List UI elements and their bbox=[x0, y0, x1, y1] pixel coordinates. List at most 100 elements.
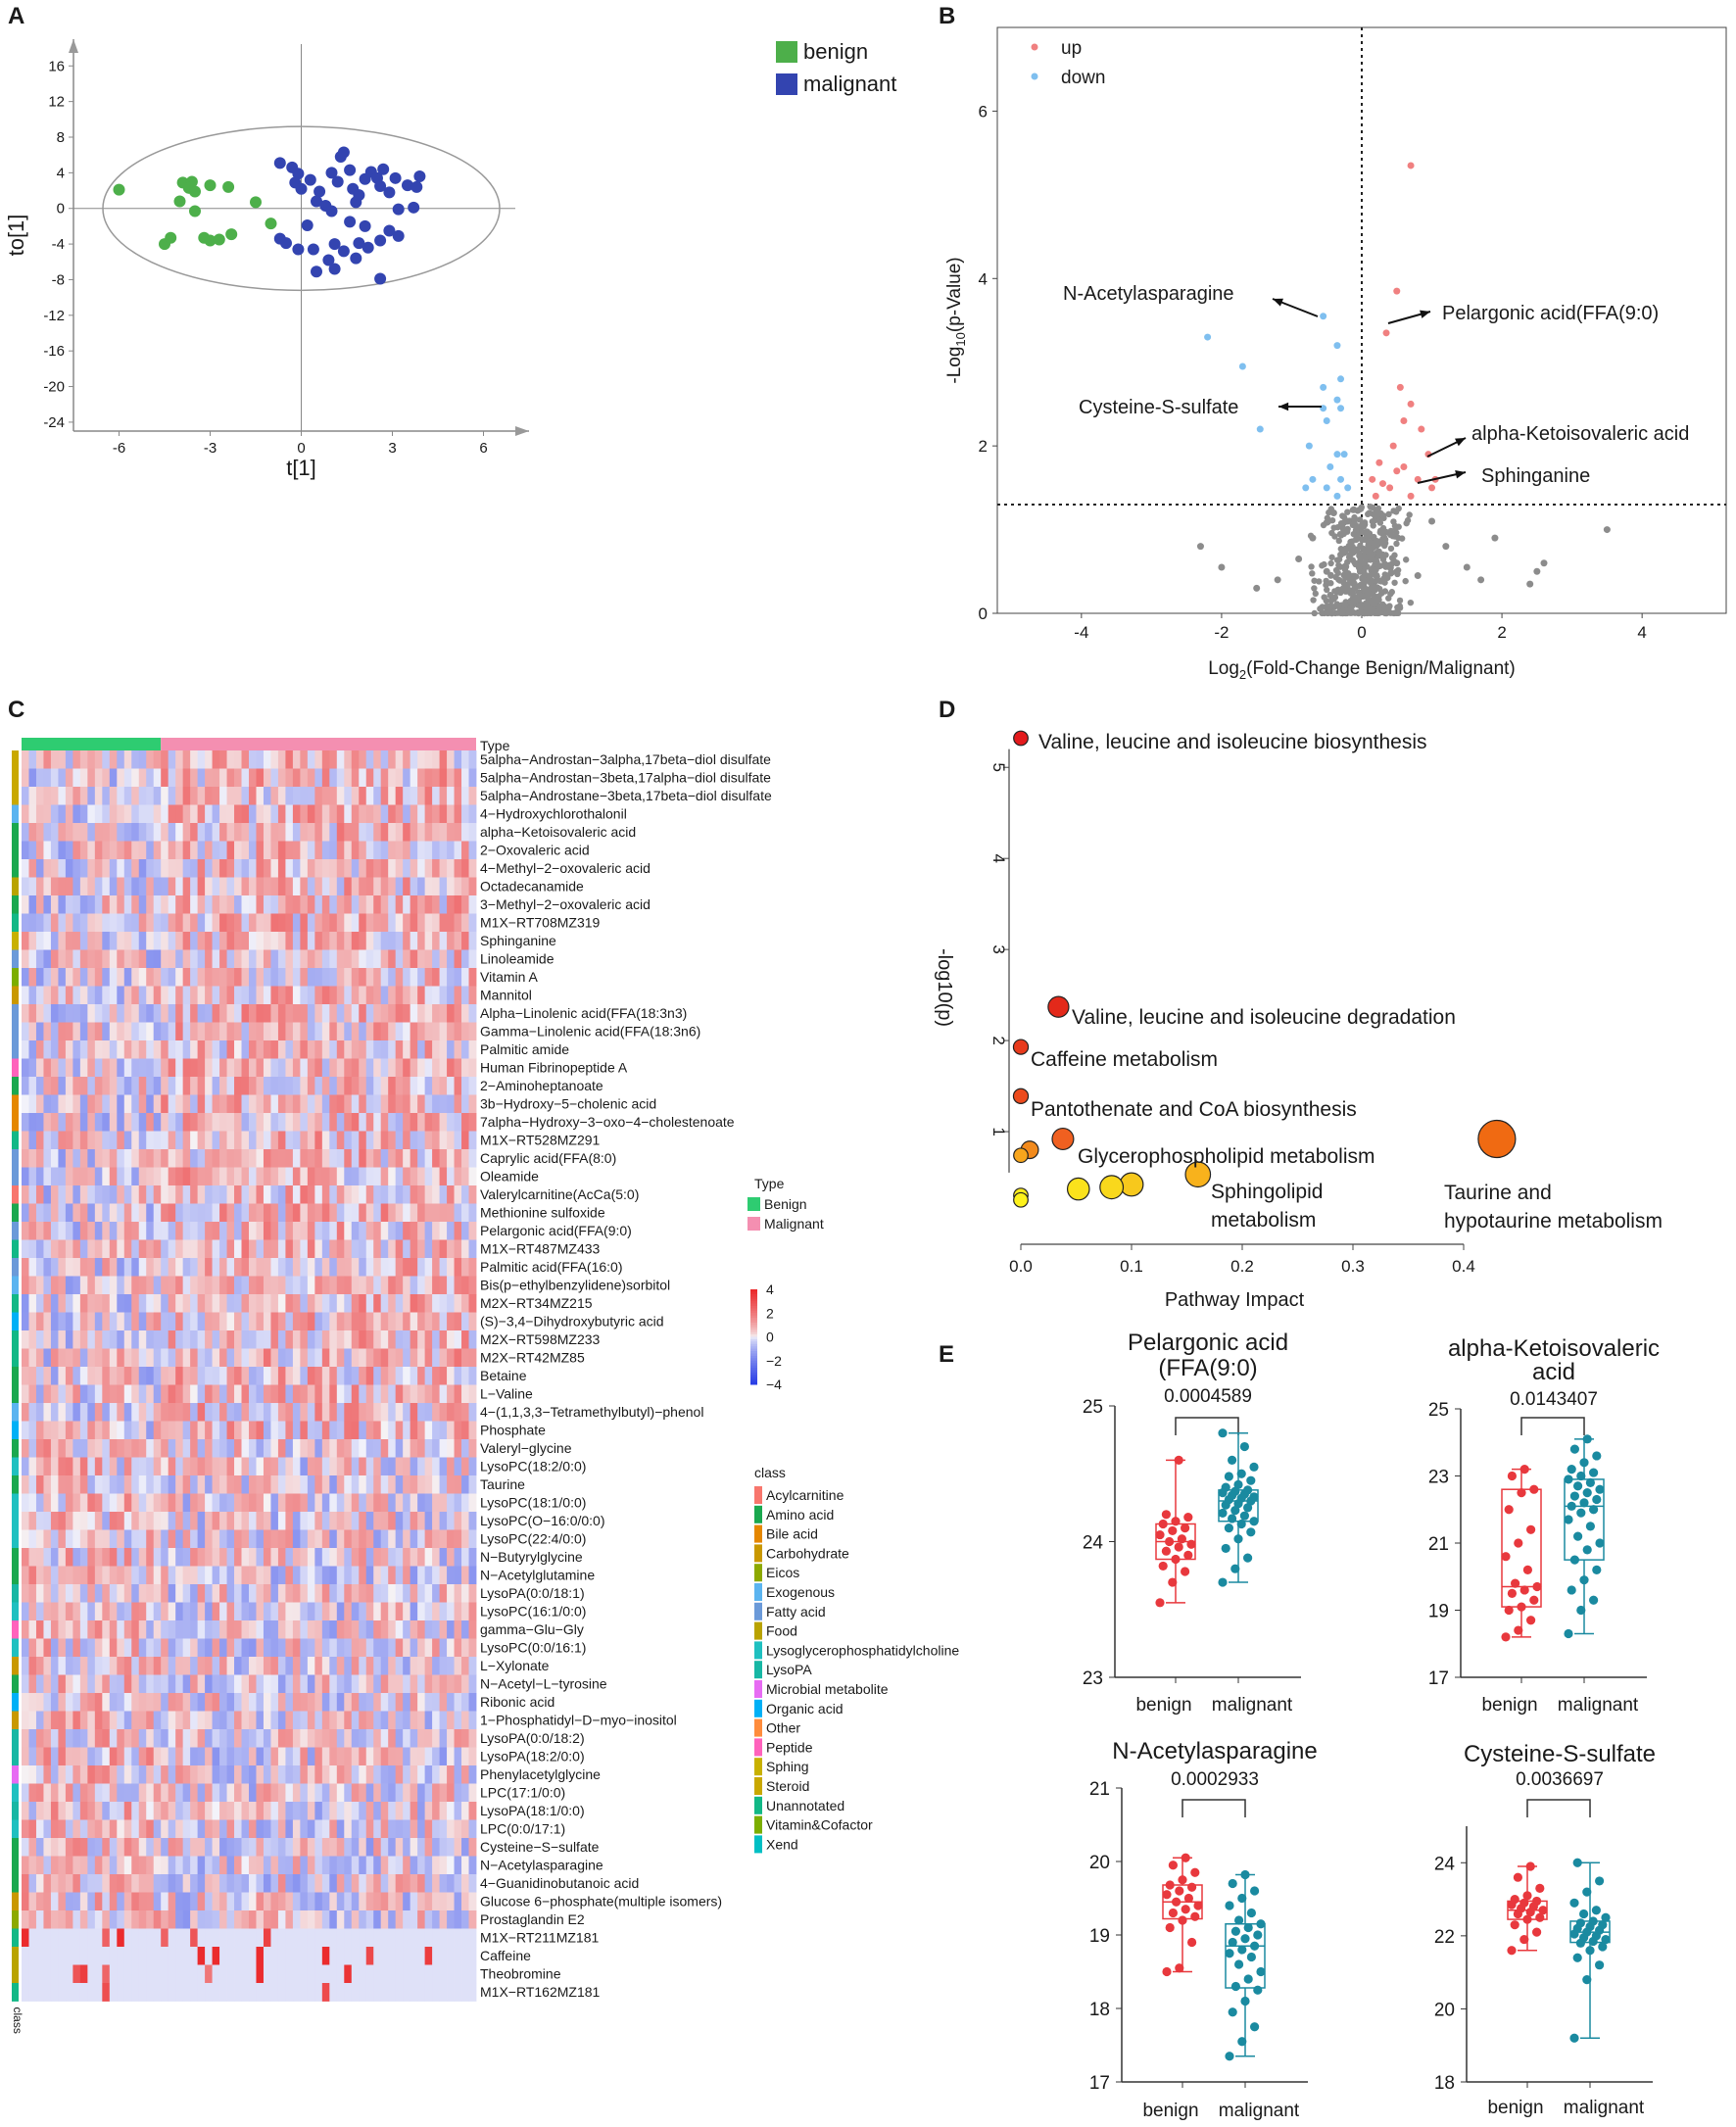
heatmap-cell bbox=[102, 1077, 111, 1095]
heatmap-cell bbox=[146, 1239, 155, 1259]
heatmap-cell bbox=[168, 1457, 176, 1476]
heatmap-cell bbox=[58, 823, 67, 842]
row-label: 4−Methyl−2−oxovaleric acid bbox=[480, 860, 651, 876]
annotation-n-acetylasparagine-arrow-head bbox=[1273, 298, 1283, 307]
heatmap-cell bbox=[117, 1040, 125, 1059]
heatmap-cell bbox=[432, 1512, 440, 1530]
heatmap-cell bbox=[50, 913, 59, 933]
heatmap-cell bbox=[468, 1765, 477, 1784]
heatmap-cell bbox=[182, 949, 191, 969]
ns-point bbox=[1331, 588, 1338, 595]
heatmap-cell bbox=[424, 1149, 433, 1168]
heatmap-cell bbox=[256, 1203, 265, 1223]
heatmap-cell bbox=[87, 841, 96, 860]
heatmap-cell bbox=[373, 1548, 382, 1567]
volcano-point-up bbox=[1400, 417, 1408, 425]
heatmap-cell bbox=[197, 1874, 206, 1893]
row-label: Betaine bbox=[480, 1368, 527, 1383]
heatmap-cell bbox=[461, 1566, 469, 1585]
heatmap-cell bbox=[270, 1638, 279, 1658]
heatmap-cell bbox=[153, 1131, 162, 1150]
heatmap-cell bbox=[256, 1493, 265, 1513]
heatmap-cell bbox=[234, 823, 242, 842]
heatmap-cell bbox=[50, 1149, 59, 1168]
heatmap-cell bbox=[432, 1131, 440, 1150]
heatmap-cell bbox=[300, 1783, 309, 1803]
heatmap-cell bbox=[131, 1819, 140, 1839]
heatmap-cell bbox=[432, 841, 440, 860]
heatmap-cell bbox=[102, 1674, 111, 1694]
heatmap-cell bbox=[388, 1058, 397, 1078]
heatmap-cell bbox=[307, 768, 315, 788]
heatmap-cell bbox=[226, 1910, 235, 1929]
heatmap-cell bbox=[87, 1258, 96, 1277]
heatmap-cell bbox=[256, 750, 265, 769]
y-tick-label: 0 bbox=[57, 201, 65, 218]
heatmap-cell bbox=[329, 1004, 338, 1023]
heatmap-cell bbox=[403, 1421, 411, 1440]
heatmap-cell bbox=[410, 895, 418, 914]
heatmap-cell bbox=[359, 1693, 367, 1712]
heatmap-cell bbox=[395, 1475, 404, 1494]
heatmap-cell bbox=[410, 750, 418, 769]
heatmap-cell bbox=[285, 1602, 294, 1621]
heatmap-cell bbox=[292, 1330, 301, 1349]
heatmap-cell bbox=[168, 1330, 176, 1349]
heatmap-cell bbox=[87, 986, 96, 1005]
heatmap-cell bbox=[212, 913, 220, 933]
heatmap-cell bbox=[300, 1765, 309, 1784]
heatmap-cell bbox=[314, 1312, 323, 1331]
heatmap-cell bbox=[138, 841, 147, 860]
heatmap-cell bbox=[234, 1910, 242, 1929]
heatmap-cell bbox=[270, 859, 279, 878]
heatmap-cell bbox=[79, 1004, 88, 1023]
heatmap-cell bbox=[249, 895, 257, 914]
heatmap-cell bbox=[285, 1149, 294, 1168]
heatmap-cell bbox=[468, 1512, 477, 1530]
heatmap-cell bbox=[461, 1674, 469, 1694]
heatmap-cell bbox=[417, 1022, 426, 1041]
heatmap-cell bbox=[468, 877, 477, 896]
heatmap-cell bbox=[365, 949, 374, 969]
heatmap-cell bbox=[168, 949, 176, 969]
heatmap-cell bbox=[234, 1566, 242, 1585]
heatmap-cell bbox=[109, 1856, 118, 1875]
heatmap-cell bbox=[403, 1512, 411, 1530]
score-point-benign bbox=[222, 180, 235, 193]
heatmap-cell bbox=[109, 1222, 118, 1240]
row-class-marker bbox=[12, 841, 19, 860]
heatmap-cell bbox=[329, 1711, 338, 1730]
heatmap-cell bbox=[182, 1838, 191, 1857]
heatmap-cell bbox=[277, 913, 286, 933]
heatmap-cell bbox=[395, 895, 404, 914]
heatmap-cell bbox=[153, 1185, 162, 1204]
heatmap-cell bbox=[43, 1457, 52, 1476]
heatmap-cell bbox=[109, 1312, 118, 1331]
heatmap-cell bbox=[300, 1512, 309, 1530]
panel-a-opls-da-plot: -6 -3 0 3 61612840-4-8-12-16-20-24t[1]to[1]b… bbox=[4, 39, 896, 480]
heatmap-cell bbox=[205, 1348, 213, 1368]
heatmap-cell bbox=[72, 986, 81, 1005]
row-label: L−Xylonate bbox=[480, 1658, 550, 1673]
heatmap-cell bbox=[58, 1910, 67, 1929]
heatmap-cell bbox=[432, 1222, 440, 1240]
heatmap-cell bbox=[241, 1783, 250, 1803]
heatmap-cell bbox=[22, 859, 29, 878]
heatmap-cell bbox=[359, 1384, 367, 1404]
heatmap-cell bbox=[168, 804, 176, 824]
heatmap-cell bbox=[424, 1566, 433, 1585]
heatmap-cell bbox=[182, 1802, 191, 1820]
heatmap-cell bbox=[226, 1874, 235, 1893]
score-point-malignant bbox=[374, 234, 387, 247]
heatmap-cell bbox=[380, 1149, 389, 1168]
heatmap-cell bbox=[300, 1802, 309, 1820]
heatmap-cell bbox=[454, 750, 462, 769]
heatmap-cell bbox=[197, 1167, 206, 1186]
heatmap-cell bbox=[388, 1892, 397, 1911]
heatmap-cell bbox=[219, 1819, 227, 1839]
heatmap-cell bbox=[123, 1113, 132, 1132]
heatmap-cell bbox=[205, 1602, 213, 1621]
heatmap-cell bbox=[28, 1149, 37, 1168]
heatmap-cell bbox=[212, 1113, 220, 1132]
heatmap-cell bbox=[50, 1094, 59, 1114]
